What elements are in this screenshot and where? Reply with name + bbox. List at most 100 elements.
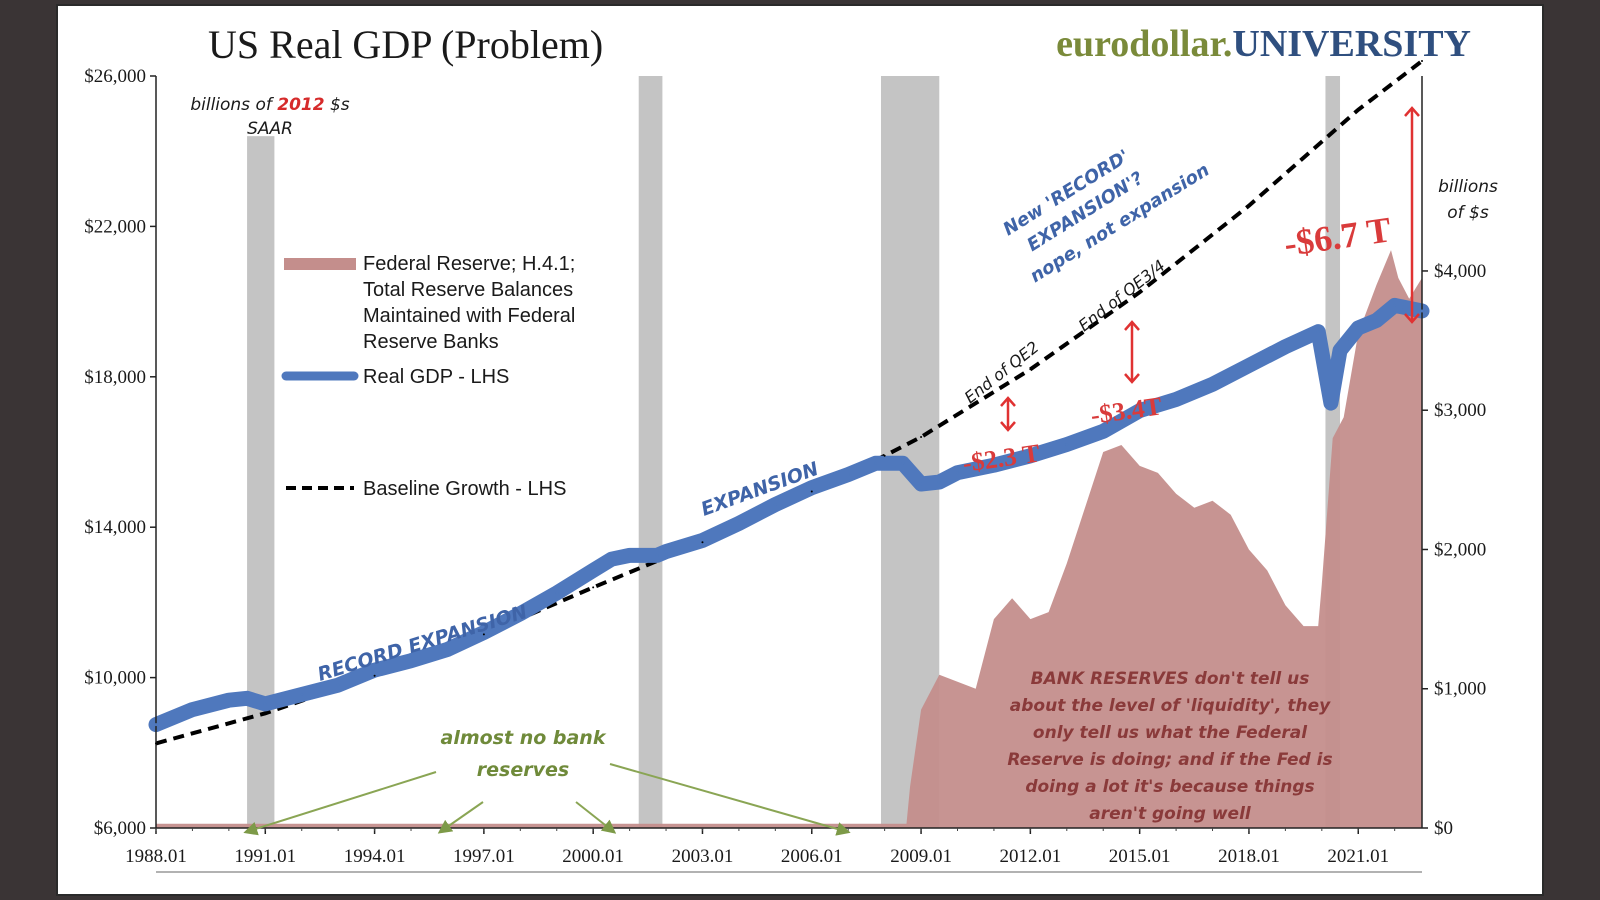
baseline-point <box>592 586 595 589</box>
recession-band <box>247 136 275 828</box>
gdp-point <box>154 723 158 727</box>
legend: Federal Reserve; H.4.1; Total Reserve Ba… <box>281 253 575 500</box>
gdp-point <box>245 696 249 700</box>
baseline-point <box>1421 59 1423 62</box>
legend-gdp: Real GDP - LHS <box>363 366 509 388</box>
gdp-point <box>190 708 194 712</box>
right-axis-tick-label: $4,000 <box>1434 261 1486 282</box>
x-axis-tick-label: 1991.01 <box>234 846 296 867</box>
gdp-point <box>773 503 777 507</box>
svg-text:doing a lot it's because thing: doing a lot it's because things <box>1025 777 1314 797</box>
gdp-point <box>700 538 704 542</box>
gap-arrow-qe34 <box>1124 320 1140 384</box>
annotation-gap-3-4t: -$3.4T <box>1089 391 1164 430</box>
gdp-point <box>409 659 413 663</box>
svg-text:about the level of 'liquidity': about the level of 'liquidity', they <box>1010 696 1331 716</box>
gdp-point <box>1028 454 1032 458</box>
gdp-point <box>1374 318 1378 322</box>
baseline-point <box>264 712 267 715</box>
annotation-record-expansion: RECORD EXPANSION <box>315 601 530 686</box>
right-axis-tick-label: $3,000 <box>1434 400 1486 421</box>
x-axis-tick-label: 2006.01 <box>781 846 843 867</box>
baseline-point <box>1357 108 1360 111</box>
annotation-almost-no-reserves-2: reserves <box>477 759 569 781</box>
gdp-point <box>1393 303 1397 307</box>
left-axis-tick-label: $6,000 <box>94 818 146 839</box>
gdp-point <box>1065 442 1069 446</box>
gdp-point <box>1338 348 1342 352</box>
right-axis-tick-label: $1,000 <box>1434 679 1486 700</box>
left-axis-tick-label: $14,000 <box>84 517 146 538</box>
brand-part-1: eurodollar. <box>1056 23 1232 65</box>
annotation-end-qe34: End of QE3/4 <box>1075 256 1169 335</box>
x-axis-tick-label: 1988.01 <box>125 846 187 867</box>
baseline-point <box>1029 368 1032 371</box>
baseline-point <box>373 674 376 677</box>
gdp-point <box>955 471 959 475</box>
legend-reserves-line2: Total Reserve Balances <box>363 279 573 301</box>
gdp-point <box>300 693 304 697</box>
gdp-point <box>737 521 741 525</box>
baseline-point <box>1138 291 1141 294</box>
x-axis-tick-label: 1994.01 <box>344 846 406 867</box>
brand-part-2: UNIVERSITY <box>1232 23 1471 65</box>
gdp-line <box>148 297 1430 733</box>
right-axis-tick-label: $2,000 <box>1434 539 1486 560</box>
gdp-layer <box>148 297 1430 733</box>
axis-tick-marks <box>150 75 1428 834</box>
legend-reserves-line1: Federal Reserve; H.4.1; <box>363 253 575 275</box>
annotation-end-qe2: End of QE2 <box>961 337 1043 407</box>
gdp-point <box>1138 409 1142 413</box>
gap-arrow-qe2 <box>1000 396 1016 432</box>
chart-title: US Real GDP (Problem) <box>208 22 603 67</box>
baseline-point <box>701 541 704 544</box>
gdp-point <box>1329 401 1333 405</box>
svg-text:BANK RESERVES don't tell us: BANK RESERVES don't tell us <box>1031 669 1310 689</box>
gdp-point <box>555 591 559 595</box>
reserves-area-layer <box>156 250 1422 829</box>
left-axis-tick-label: $22,000 <box>84 216 146 237</box>
axes: $6,000 $10,000 $14,000 $18,000 $22,000 $26,00… <box>84 66 1486 873</box>
baseline-point <box>1247 204 1250 207</box>
gdp-point <box>810 486 814 490</box>
x-axis-tick-label: 2021.01 <box>1327 846 1389 867</box>
legend-swatch-reserves <box>284 258 356 270</box>
gdp-point <box>1420 309 1424 313</box>
baseline-point <box>920 435 923 438</box>
gdp-point <box>919 482 923 486</box>
gdp-point <box>1211 382 1215 386</box>
right-axis-tick-label: $0 <box>1434 818 1453 839</box>
baseline-point <box>155 742 157 745</box>
gap-arrow-6-7t <box>1404 106 1420 324</box>
baseline-point <box>810 490 813 493</box>
left-axis-tick-label: $26,000 <box>84 66 146 87</box>
x-axis-tick-label: 1997.01 <box>453 846 515 867</box>
x-axis-tick-label: 2012.01 <box>999 846 1061 867</box>
gdp-point <box>373 668 377 672</box>
green-arrows <box>243 763 851 836</box>
gdp-point <box>655 553 659 557</box>
gdp-point <box>1174 397 1178 401</box>
baseline-point <box>883 454 886 457</box>
legend-baseline: Baseline Growth - LHS <box>363 478 566 500</box>
gdp-point <box>227 698 231 702</box>
baseline-point <box>482 633 485 636</box>
reserves-area <box>156 250 1422 829</box>
gdp-point <box>1347 337 1351 341</box>
left-axis-unit: billions of 2012 $s <box>190 95 349 115</box>
gdp-point <box>336 683 340 687</box>
gdp-point <box>1402 305 1406 309</box>
legend-reserves-line4: Reserve Banks <box>363 331 499 353</box>
data-points <box>154 59 1424 745</box>
brand-logo: eurodollar.UNIVERSITY <box>1056 23 1471 65</box>
gdp-point <box>518 612 522 616</box>
gdp-point <box>937 480 941 484</box>
legend-reserves-line3: Maintained with Federal <box>363 305 575 327</box>
svg-text:Reserve is doing; and if the F: Reserve is doing; and if the Fed is <box>1007 750 1332 770</box>
x-axis-tick-label: 2009.01 <box>890 846 952 867</box>
annotation-bank-reserves: BANK RESERVES don't tell us about the le… <box>1007 669 1332 824</box>
x-axis-tick-label: 2018.01 <box>1218 846 1280 867</box>
chart-frame: US Real GDP (Problem) eurodollar.UNIVERS… <box>56 4 1544 896</box>
x-axis-tick-label: 2015.01 <box>1109 846 1171 867</box>
gdp-point <box>1316 330 1320 334</box>
